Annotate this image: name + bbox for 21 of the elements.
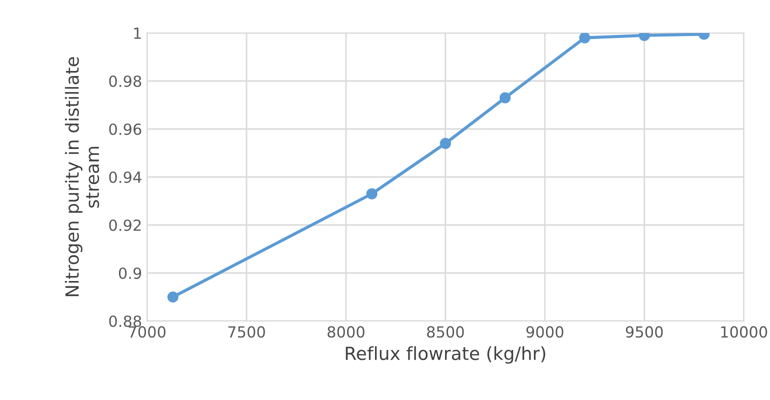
x-tick-label: 8500	[427, 326, 464, 338]
x-tick-label: 7500	[228, 326, 265, 338]
x-tick-label: 10000	[721, 326, 768, 338]
y-tick-label: 0.96	[109, 123, 142, 136]
point	[500, 92, 511, 104]
point	[366, 188, 378, 200]
x-tick-label: 9500	[626, 326, 663, 338]
point	[440, 138, 451, 149]
y-tick-label: 0.98	[109, 75, 142, 88]
point	[579, 33, 590, 44]
y-tick-label: 0.94	[109, 171, 142, 184]
y-tick-label: 0.9	[118, 267, 142, 280]
x-tick-label: 7000	[128, 326, 166, 338]
y-tick-label: 0.88	[109, 315, 142, 328]
y-axis-title: Nitrogen purity in distillate stream	[64, 57, 100, 296]
y-tick-label: 1	[134, 28, 141, 39]
x-axis-title: Reflux flowrate (kg/hr)	[346, 346, 546, 364]
y-tick-label: 0.92	[109, 219, 141, 232]
point	[167, 291, 178, 303]
x-tick-label: 8000	[328, 326, 364, 338]
x-tick-label: 9000	[526, 326, 564, 338]
